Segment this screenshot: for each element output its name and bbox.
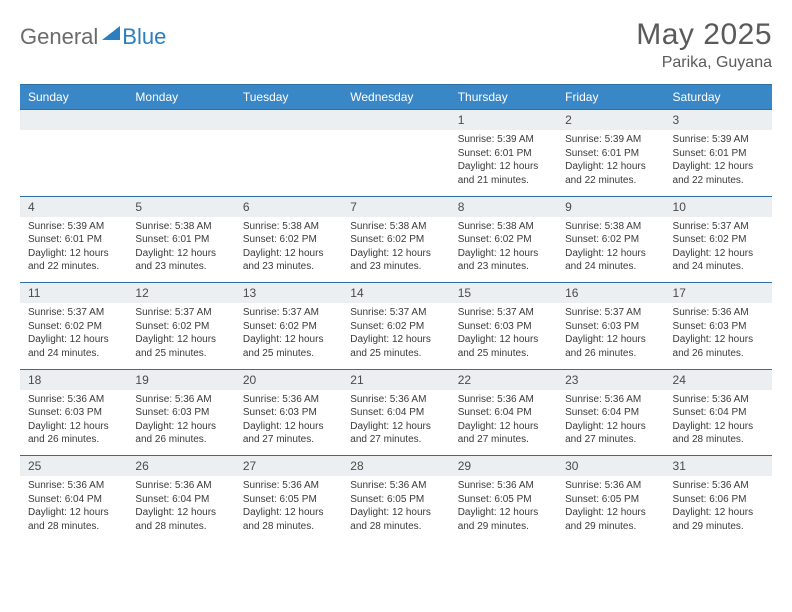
weekday-header: Thursday: [450, 85, 557, 110]
day-number-cell: 16: [557, 283, 664, 304]
day-number-cell: 15: [450, 283, 557, 304]
calendar-table: SundayMondayTuesdayWednesdayThursdayFrid…: [20, 84, 772, 542]
day-number-cell: 31: [665, 456, 772, 477]
day-content-row: Sunrise: 5:39 AMSunset: 6:01 PMDaylight:…: [20, 130, 772, 196]
day-number-cell: [235, 110, 342, 131]
day-number-row: 45678910: [20, 196, 772, 217]
day-content-cell: Sunrise: 5:36 AMSunset: 6:03 PMDaylight:…: [665, 303, 772, 369]
day-number-cell: 11: [20, 283, 127, 304]
day-content-cell: Sunrise: 5:38 AMSunset: 6:02 PMDaylight:…: [450, 217, 557, 283]
day-number-cell: 8: [450, 196, 557, 217]
day-content-cell: Sunrise: 5:36 AMSunset: 6:03 PMDaylight:…: [127, 390, 234, 456]
day-number-cell: 21: [342, 369, 449, 390]
day-content-cell: Sunrise: 5:36 AMSunset: 6:04 PMDaylight:…: [665, 390, 772, 456]
logo-text-blue: Blue: [122, 24, 166, 50]
logo-triangle-icon: [102, 26, 120, 40]
day-content-cell: Sunrise: 5:37 AMSunset: 6:02 PMDaylight:…: [342, 303, 449, 369]
day-content-cell: Sunrise: 5:36 AMSunset: 6:04 PMDaylight:…: [557, 390, 664, 456]
day-number-cell: 10: [665, 196, 772, 217]
weekday-header: Sunday: [20, 85, 127, 110]
title-block: May 2025 Parika, Guyana: [636, 18, 772, 72]
day-content-cell: Sunrise: 5:36 AMSunset: 6:05 PMDaylight:…: [557, 476, 664, 542]
day-number-cell: 7: [342, 196, 449, 217]
day-number-row: 123: [20, 110, 772, 131]
weekday-header: Wednesday: [342, 85, 449, 110]
day-content-cell: [127, 130, 234, 196]
logo-text-general: General: [20, 24, 98, 50]
day-content-cell: Sunrise: 5:37 AMSunset: 6:02 PMDaylight:…: [235, 303, 342, 369]
day-number-cell: 13: [235, 283, 342, 304]
day-number-cell: 30: [557, 456, 664, 477]
day-number-cell: 17: [665, 283, 772, 304]
day-number-row: 11121314151617: [20, 283, 772, 304]
day-content-row: Sunrise: 5:36 AMSunset: 6:03 PMDaylight:…: [20, 390, 772, 456]
day-content-cell: Sunrise: 5:39 AMSunset: 6:01 PMDaylight:…: [450, 130, 557, 196]
day-content-cell: Sunrise: 5:36 AMSunset: 6:03 PMDaylight:…: [235, 390, 342, 456]
day-content-cell: Sunrise: 5:38 AMSunset: 6:02 PMDaylight:…: [235, 217, 342, 283]
day-content-cell: [342, 130, 449, 196]
day-number-cell: 20: [235, 369, 342, 390]
day-number-cell: [342, 110, 449, 131]
header: General Blue May 2025 Parika, Guyana: [20, 18, 772, 72]
day-number-cell: 5: [127, 196, 234, 217]
day-number-cell: 18: [20, 369, 127, 390]
day-number-cell: 26: [127, 456, 234, 477]
day-content-cell: Sunrise: 5:36 AMSunset: 6:04 PMDaylight:…: [450, 390, 557, 456]
day-number-cell: 14: [342, 283, 449, 304]
day-content-cell: [235, 130, 342, 196]
logo: General Blue: [20, 18, 166, 50]
day-content-row: Sunrise: 5:37 AMSunset: 6:02 PMDaylight:…: [20, 303, 772, 369]
weekday-header-row: SundayMondayTuesdayWednesdayThursdayFrid…: [20, 85, 772, 110]
day-number-cell: 2: [557, 110, 664, 131]
day-content-cell: Sunrise: 5:39 AMSunset: 6:01 PMDaylight:…: [665, 130, 772, 196]
day-number-cell: 4: [20, 196, 127, 217]
day-number-cell: 9: [557, 196, 664, 217]
day-content-cell: [20, 130, 127, 196]
day-content-cell: Sunrise: 5:37 AMSunset: 6:03 PMDaylight:…: [557, 303, 664, 369]
weekday-header: Saturday: [665, 85, 772, 110]
day-content-cell: Sunrise: 5:39 AMSunset: 6:01 PMDaylight:…: [557, 130, 664, 196]
day-number-cell: 6: [235, 196, 342, 217]
day-content-cell: Sunrise: 5:36 AMSunset: 6:03 PMDaylight:…: [20, 390, 127, 456]
day-number-cell: 24: [665, 369, 772, 390]
day-content-cell: Sunrise: 5:36 AMSunset: 6:05 PMDaylight:…: [450, 476, 557, 542]
day-content-cell: Sunrise: 5:36 AMSunset: 6:04 PMDaylight:…: [20, 476, 127, 542]
day-content-cell: Sunrise: 5:37 AMSunset: 6:02 PMDaylight:…: [20, 303, 127, 369]
day-number-cell: 19: [127, 369, 234, 390]
day-content-cell: Sunrise: 5:37 AMSunset: 6:03 PMDaylight:…: [450, 303, 557, 369]
day-number-cell: 1: [450, 110, 557, 131]
weekday-header: Tuesday: [235, 85, 342, 110]
day-content-cell: Sunrise: 5:36 AMSunset: 6:05 PMDaylight:…: [235, 476, 342, 542]
day-number-cell: 27: [235, 456, 342, 477]
day-number-cell: 28: [342, 456, 449, 477]
day-number-cell: 3: [665, 110, 772, 131]
day-content-cell: Sunrise: 5:38 AMSunset: 6:02 PMDaylight:…: [557, 217, 664, 283]
day-content-cell: Sunrise: 5:36 AMSunset: 6:04 PMDaylight:…: [127, 476, 234, 542]
day-content-cell: Sunrise: 5:38 AMSunset: 6:02 PMDaylight:…: [342, 217, 449, 283]
day-number-cell: 25: [20, 456, 127, 477]
day-content-cell: Sunrise: 5:37 AMSunset: 6:02 PMDaylight:…: [127, 303, 234, 369]
weekday-header: Friday: [557, 85, 664, 110]
day-content-row: Sunrise: 5:36 AMSunset: 6:04 PMDaylight:…: [20, 476, 772, 542]
day-content-cell: Sunrise: 5:36 AMSunset: 6:06 PMDaylight:…: [665, 476, 772, 542]
day-number-cell: [127, 110, 234, 131]
day-number-cell: [20, 110, 127, 131]
day-content-cell: Sunrise: 5:36 AMSunset: 6:04 PMDaylight:…: [342, 390, 449, 456]
day-number-cell: 22: [450, 369, 557, 390]
day-number-cell: 12: [127, 283, 234, 304]
day-number-cell: 23: [557, 369, 664, 390]
weekday-header: Monday: [127, 85, 234, 110]
day-content-row: Sunrise: 5:39 AMSunset: 6:01 PMDaylight:…: [20, 217, 772, 283]
day-content-cell: Sunrise: 5:39 AMSunset: 6:01 PMDaylight:…: [20, 217, 127, 283]
day-number-row: 18192021222324: [20, 369, 772, 390]
day-content-cell: Sunrise: 5:38 AMSunset: 6:01 PMDaylight:…: [127, 217, 234, 283]
day-number-cell: 29: [450, 456, 557, 477]
location-label: Parika, Guyana: [636, 54, 772, 72]
day-number-row: 25262728293031: [20, 456, 772, 477]
day-content-cell: Sunrise: 5:36 AMSunset: 6:05 PMDaylight:…: [342, 476, 449, 542]
day-content-cell: Sunrise: 5:37 AMSunset: 6:02 PMDaylight:…: [665, 217, 772, 283]
month-title: May 2025: [636, 18, 772, 52]
